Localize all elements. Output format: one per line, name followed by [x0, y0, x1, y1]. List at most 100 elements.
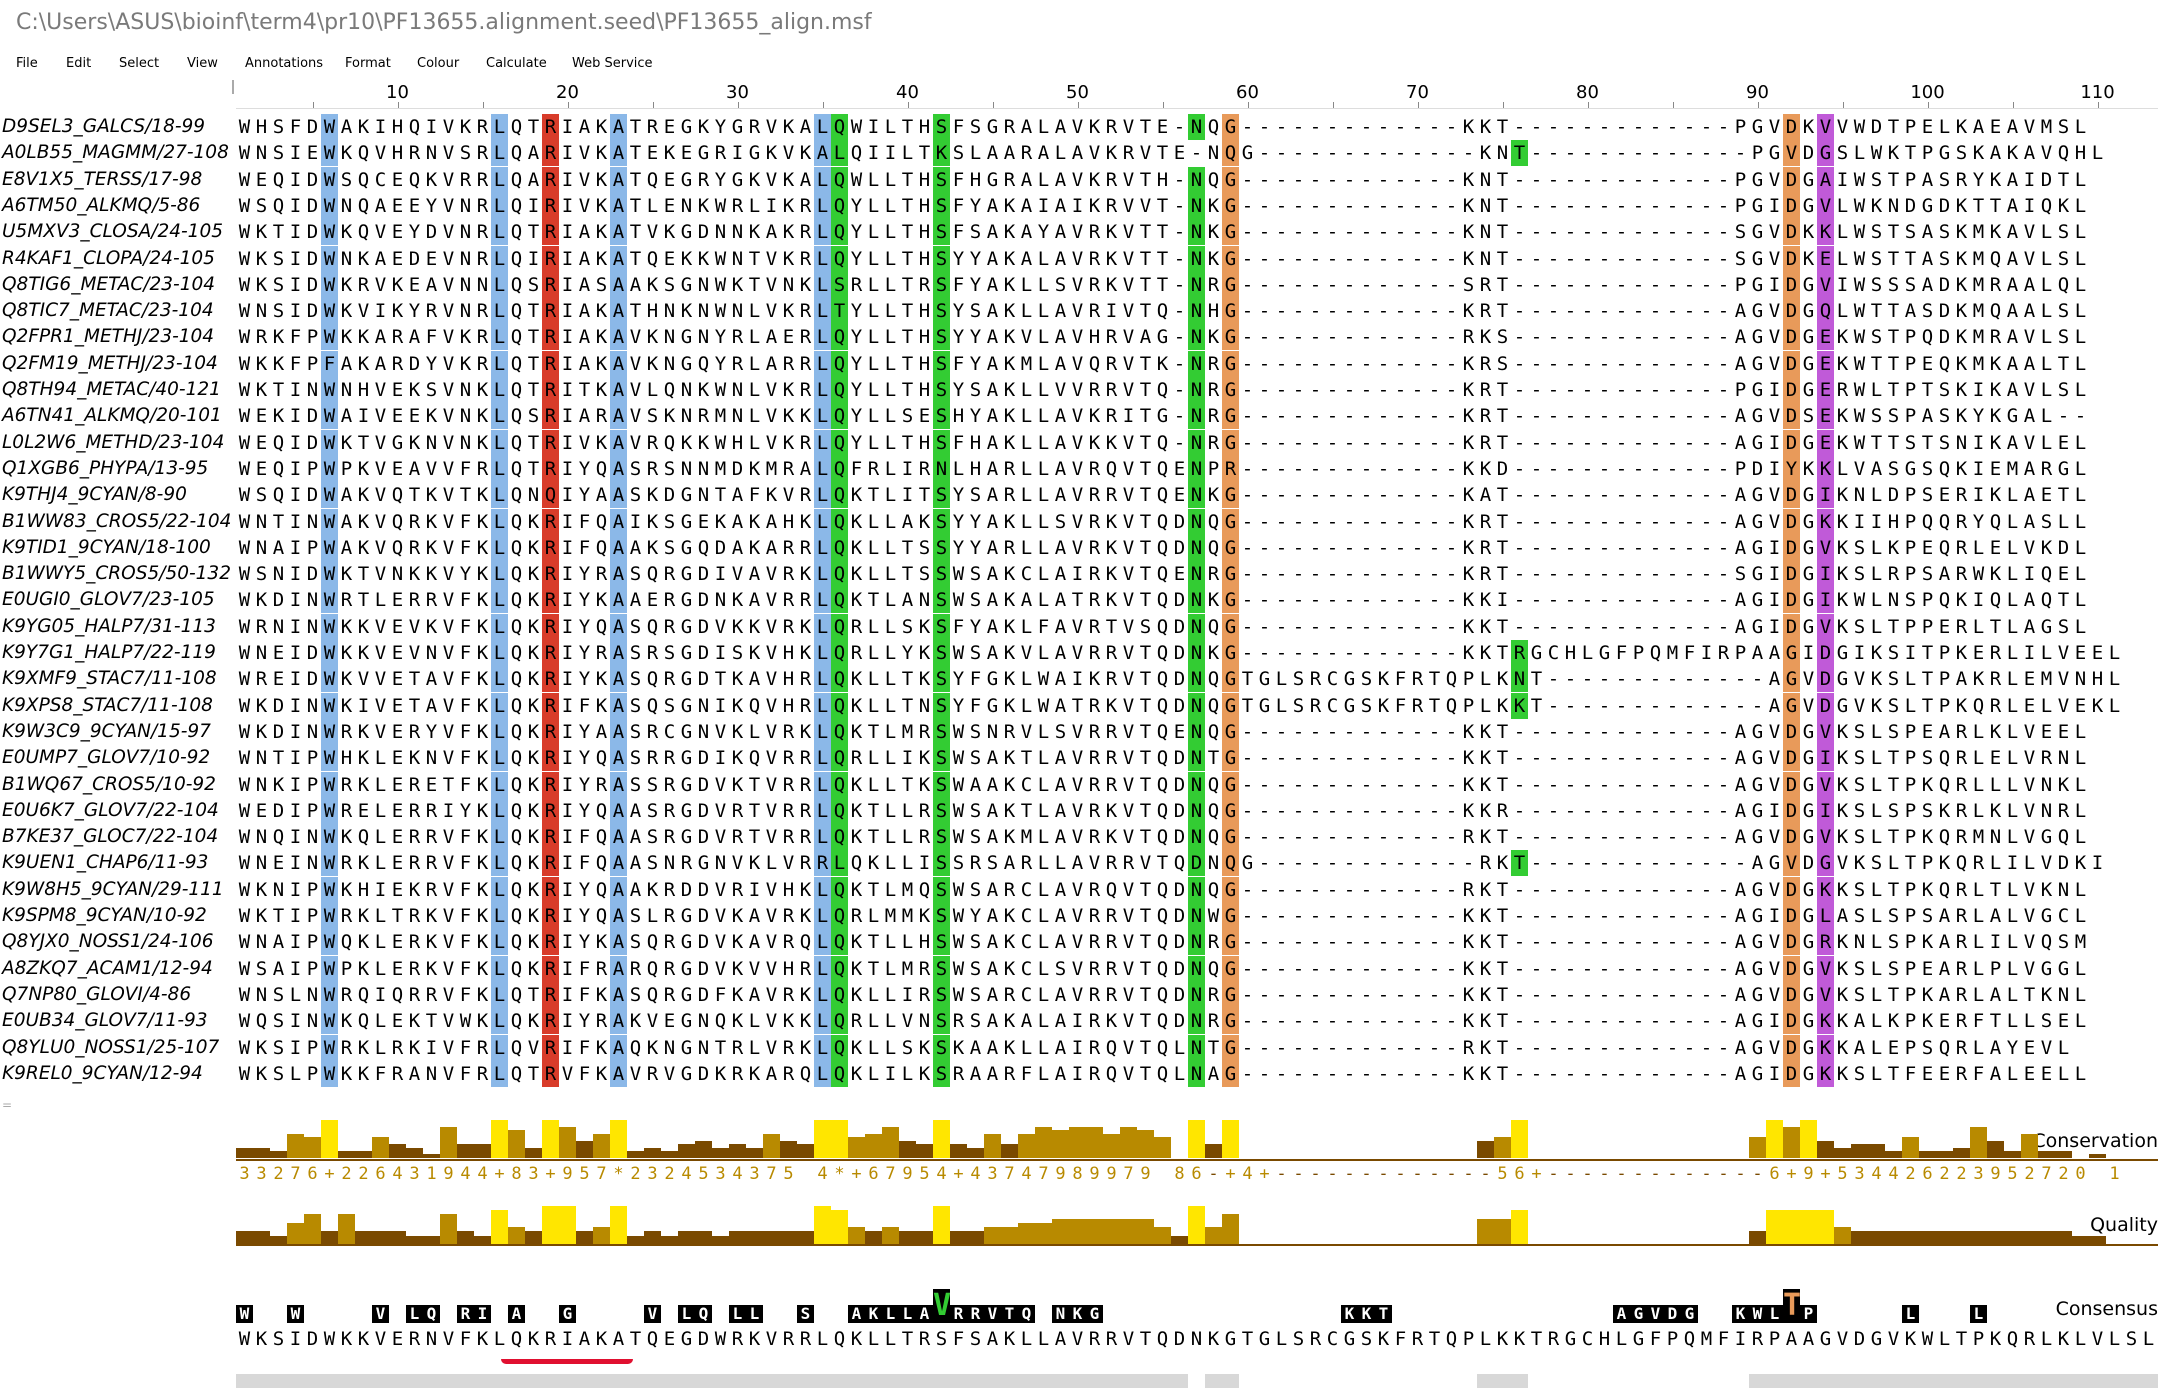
- residue: Q: [510, 773, 523, 796]
- sequence-id[interactable]: B1WW83_CROS5/22-104: [2, 510, 232, 532]
- sequence-id[interactable]: E0UB34_GLOV7/11-93: [2, 1010, 208, 1032]
- conservation-label: Conservation: [2032, 1130, 2158, 1152]
- residue: -: [1258, 1062, 1271, 1085]
- sequence-id[interactable]: Q7NP80_GLOVI/4-86: [2, 983, 192, 1005]
- sequence-id[interactable]: K9TID1_9CYAN/18-100: [2, 536, 211, 558]
- conservation-score: -: [1752, 1164, 1763, 1184]
- sequence-id[interactable]: B7KE37_GLOC7/22-104: [2, 826, 219, 848]
- menu-select[interactable]: Select: [119, 56, 160, 71]
- menu-calculate[interactable]: Calculate: [486, 56, 547, 71]
- residue: L: [491, 1034, 508, 1061]
- residue: S: [340, 168, 353, 191]
- sequence-id[interactable]: B1WWY5_CROS5/50-132: [2, 563, 231, 585]
- sequence-id[interactable]: K9XPS8_STAC7/11-108: [2, 694, 213, 716]
- sequence-id[interactable]: L0L2W6_METHD/23-104: [2, 431, 225, 453]
- menu-edit[interactable]: Edit: [66, 56, 92, 71]
- panel-divider[interactable]: =: [2, 1098, 13, 1112]
- menu-view[interactable]: View: [187, 56, 218, 71]
- sequence-id[interactable]: K9THJ4_9CYAN/8-90: [2, 484, 187, 506]
- horizontal-scrollbar[interactable]: [236, 1374, 2158, 1388]
- sequence-id[interactable]: Q8TIG6_METAC/23-104: [2, 273, 216, 295]
- sequence-id[interactable]: B1WQ67_CROS5/10-92: [2, 773, 216, 795]
- sequence-id[interactable]: Q2FM19_METHJ/23-104: [2, 352, 218, 374]
- residue: R: [1003, 1062, 1016, 1085]
- sequence-id[interactable]: Q1XGB6_PHYPA/13-95: [2, 457, 209, 479]
- consensus-logo-letter: A: [508, 1305, 525, 1323]
- sequence-id[interactable]: K9Y7G1_HALP7/22-119: [2, 642, 216, 663]
- sequence-id[interactable]: K9W8H5_9CYAN/29-111: [2, 878, 224, 900]
- sequence-id[interactable]: A8ZKQ7_ACAM1/12-94: [2, 957, 213, 979]
- sequence-id[interactable]: K9W3C9_9CYAN/15-97: [2, 720, 211, 742]
- menu-file[interactable]: File: [16, 56, 38, 71]
- sequence-id[interactable]: U5MXV3_CLOSA/24-105: [2, 221, 223, 243]
- sequence-id[interactable]: A0LB55_MAGMM/27-108: [2, 142, 229, 164]
- sequence-id[interactable]: D9SEL3_GALCS/18-99: [2, 116, 206, 137]
- residue: K: [748, 457, 761, 480]
- sequence-id[interactable]: Q8TH94_METAC/40-121: [2, 379, 221, 400]
- residue: A: [1734, 799, 1747, 822]
- sequence-id[interactable]: K9UEN1_CHAP6/11-93: [2, 852, 209, 874]
- sequence-id[interactable]: E0UGI0_GLOV7/23-105: [2, 589, 215, 611]
- sequence-id[interactable]: K9REL0_9CYAN/12-94: [2, 1062, 203, 1084]
- sequence-id[interactable]: Q8YLU0_NOSS1/25-107: [2, 1036, 220, 1058]
- sequence-id[interactable]: Q8YJX0_NOSS1/24-106: [2, 931, 214, 953]
- residue: G: [1802, 300, 1815, 323]
- sequence-id[interactable]: E0U6K7_GLOV7/22-104: [2, 799, 219, 821]
- sequence-id[interactable]: E0UMP7_GLOV7/10-92: [2, 747, 211, 769]
- sequence-id[interactable]: R4KAF1_CLOPA/24-105: [2, 247, 215, 269]
- sequence-id[interactable]: K9SPM8_9CYAN/10-92: [2, 905, 207, 926]
- menu-colour[interactable]: Colour: [417, 56, 460, 71]
- menu-annotations[interactable]: Annotations: [245, 56, 324, 71]
- menu-web-service[interactable]: Web Service: [572, 56, 653, 71]
- residue: T: [1870, 431, 1883, 454]
- menu-format[interactable]: Format: [345, 56, 391, 71]
- residue: L: [2040, 300, 2053, 323]
- sequence-id[interactable]: A6TN41_ALKMQ/20-101: [2, 405, 222, 427]
- sequence-id[interactable]: E8V1X5_TERSS/17-98: [2, 168, 203, 190]
- residue: K: [933, 140, 950, 167]
- sequence-id[interactable]: Q2FPR1_METHJ/23-104: [2, 326, 215, 348]
- sequence-id[interactable]: K9YG05_HALP7/31-113: [2, 615, 216, 637]
- sequence-id[interactable]: Q8TIC7_METAC/23-104: [2, 300, 214, 322]
- sequence-id[interactable]: A6TM50_ALKMQ/5-86: [2, 194, 201, 216]
- sequence-id[interactable]: K9XMF9_STAC7/11-108: [2, 668, 217, 690]
